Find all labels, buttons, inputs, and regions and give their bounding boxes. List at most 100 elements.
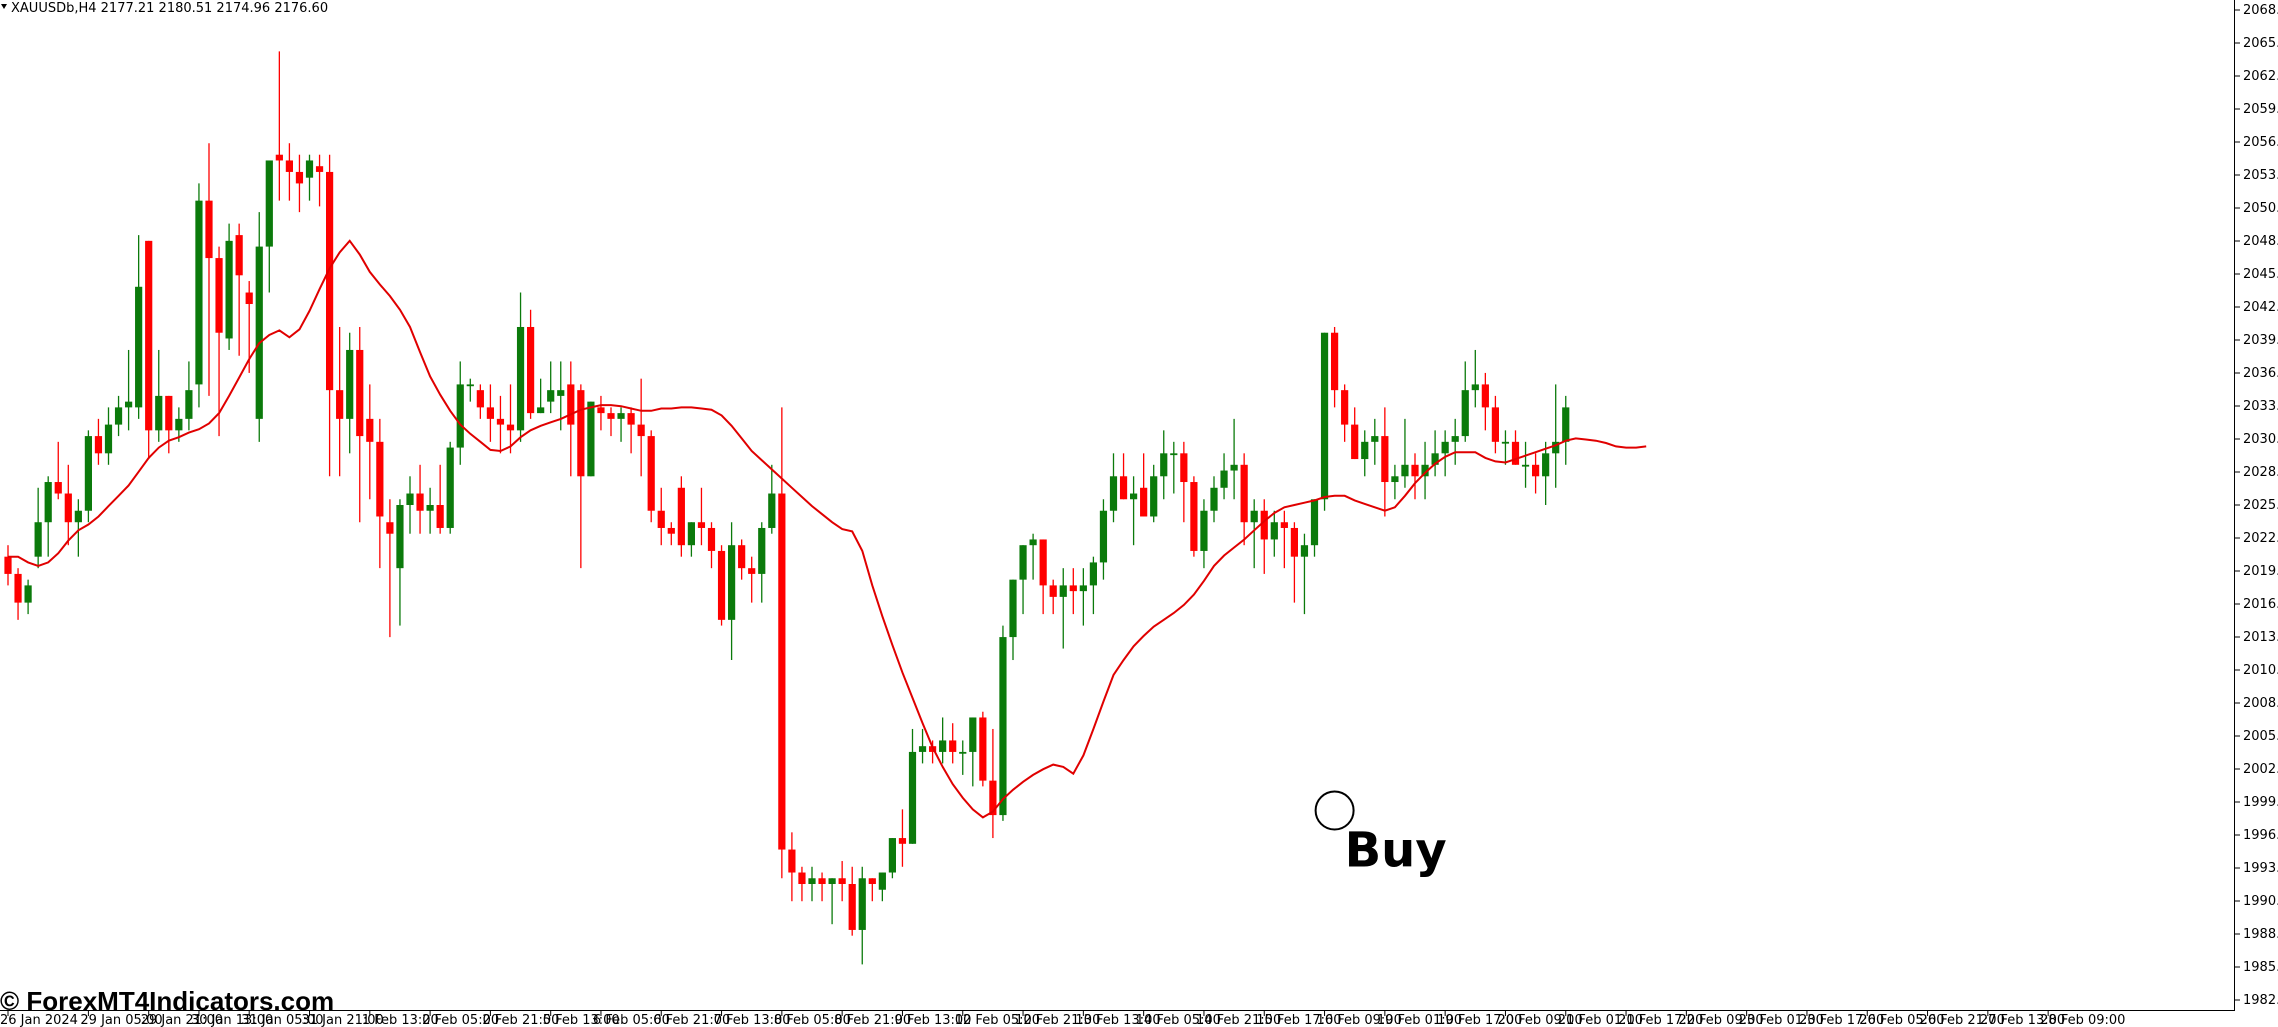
candle-body — [24, 585, 32, 603]
price-tick: 2068.60 — [2235, 3, 2278, 18]
candle — [1200, 499, 1208, 569]
candle-body — [446, 447, 454, 528]
candle-body — [717, 550, 726, 620]
time-tick: 16 Feb 09:00 — [1317, 1011, 1402, 1027]
candle — [54, 441, 62, 500]
candle — [868, 878, 876, 902]
time-tick-label: 14 Feb 05:00 — [1136, 1013, 1221, 1027]
candle-body — [1119, 476, 1128, 500]
time-tick: 23 Feb 01:00 — [1739, 1011, 1824, 1027]
price-tick: 1990.95 — [2235, 894, 2278, 909]
time-tick: 26 Feb 21:00 — [1920, 1011, 2005, 1027]
candle — [647, 430, 655, 523]
candle — [336, 326, 344, 477]
symbol-header: XAUUSDb,H4 2177.21 2180.51 2174.96 2176.… — [11, 1, 328, 16]
candle-body — [516, 326, 525, 431]
candle-body — [436, 505, 444, 528]
candle — [1331, 326, 1339, 408]
candle — [1411, 453, 1419, 500]
candle-body — [1331, 332, 1339, 391]
candle-body — [1250, 510, 1258, 523]
candle — [486, 384, 494, 442]
candle — [1431, 430, 1439, 477]
candle-body — [1361, 441, 1369, 460]
time-tick: 15 Feb 17:00 — [1256, 1011, 1342, 1027]
candle — [255, 212, 263, 442]
candle-body — [989, 780, 997, 816]
candle-body — [607, 413, 615, 419]
candle — [567, 361, 575, 477]
candle-body — [567, 384, 575, 425]
candle-body — [1431, 453, 1439, 465]
candle — [215, 246, 223, 437]
price-tick-label: 2025.25 — [2243, 498, 2278, 513]
time-tick: 21 Feb 01:00 — [1558, 1011, 1643, 1027]
candle — [1140, 453, 1148, 517]
candle — [205, 143, 213, 396]
candle — [547, 361, 555, 414]
candle — [1501, 430, 1510, 465]
candle-body — [1521, 464, 1530, 467]
candle-body — [1099, 510, 1108, 563]
candle-body — [1501, 441, 1510, 444]
candle-body — [64, 493, 72, 523]
candle-body — [376, 441, 384, 517]
time-tick-label: 8 Feb 21:00 — [834, 1013, 911, 1027]
candle — [94, 418, 103, 465]
candle-body — [406, 493, 414, 505]
time-tick: 29 Jan 05:00 — [80, 1011, 163, 1027]
price-tick-label: 2016.65 — [2243, 597, 2278, 612]
candle — [1441, 430, 1449, 477]
candle-body — [14, 573, 22, 603]
candle-body — [808, 878, 816, 885]
moving-average-layer — [8, 239, 1647, 819]
candle — [848, 866, 856, 936]
time-tick-label: 2 Feb 05:00 — [422, 1013, 499, 1027]
candle — [1160, 430, 1168, 500]
candle — [1381, 407, 1389, 517]
candle-body — [1351, 424, 1359, 460]
candle-body — [326, 171, 334, 391]
candle — [1079, 568, 1087, 626]
candle — [275, 51, 283, 201]
candle — [999, 625, 1007, 821]
price-tick-label: 2005.25 — [2243, 729, 2278, 744]
candle — [44, 476, 52, 557]
candle — [125, 349, 133, 431]
candle — [1250, 499, 1258, 569]
price-tick-label: 2062.35 — [2243, 69, 2278, 84]
candle — [426, 487, 434, 534]
candle — [24, 579, 32, 615]
candle — [185, 361, 193, 431]
candle — [1210, 476, 1218, 523]
price-tick-label: 1999.55 — [2243, 795, 2278, 810]
candle — [466, 378, 474, 402]
candle — [1391, 464, 1399, 500]
candle-body — [426, 505, 434, 511]
candle-body — [305, 160, 314, 178]
price-tick-label: 1996.65 — [2243, 828, 2278, 843]
candle — [1481, 372, 1489, 431]
time-tick-label: 13 Feb 13:00 — [1075, 1013, 1160, 1027]
candle-body — [315, 166, 324, 172]
candle-body — [1009, 579, 1017, 638]
candle — [587, 401, 595, 477]
candle — [1220, 453, 1228, 500]
candle-body — [1190, 482, 1198, 551]
time-tick: 14 Feb 05:00 — [1136, 1011, 1221, 1027]
time-tick-label: 31 Jan 05:00 — [241, 1013, 323, 1027]
candle — [165, 395, 173, 454]
candle-body — [1200, 510, 1208, 551]
price-tick: 2042.35 — [2235, 300, 2278, 315]
candle — [1341, 384, 1349, 442]
candle — [888, 838, 896, 879]
candle — [506, 384, 515, 454]
candle-body — [1270, 522, 1278, 540]
time-tick-label: 21 Feb 17:00 — [1618, 1013, 1703, 1027]
candle-body — [878, 872, 886, 890]
candle-body — [1019, 545, 1027, 580]
window-menu-icon[interactable] — [1, 4, 7, 9]
candle — [878, 872, 886, 902]
candle-body — [547, 390, 555, 402]
